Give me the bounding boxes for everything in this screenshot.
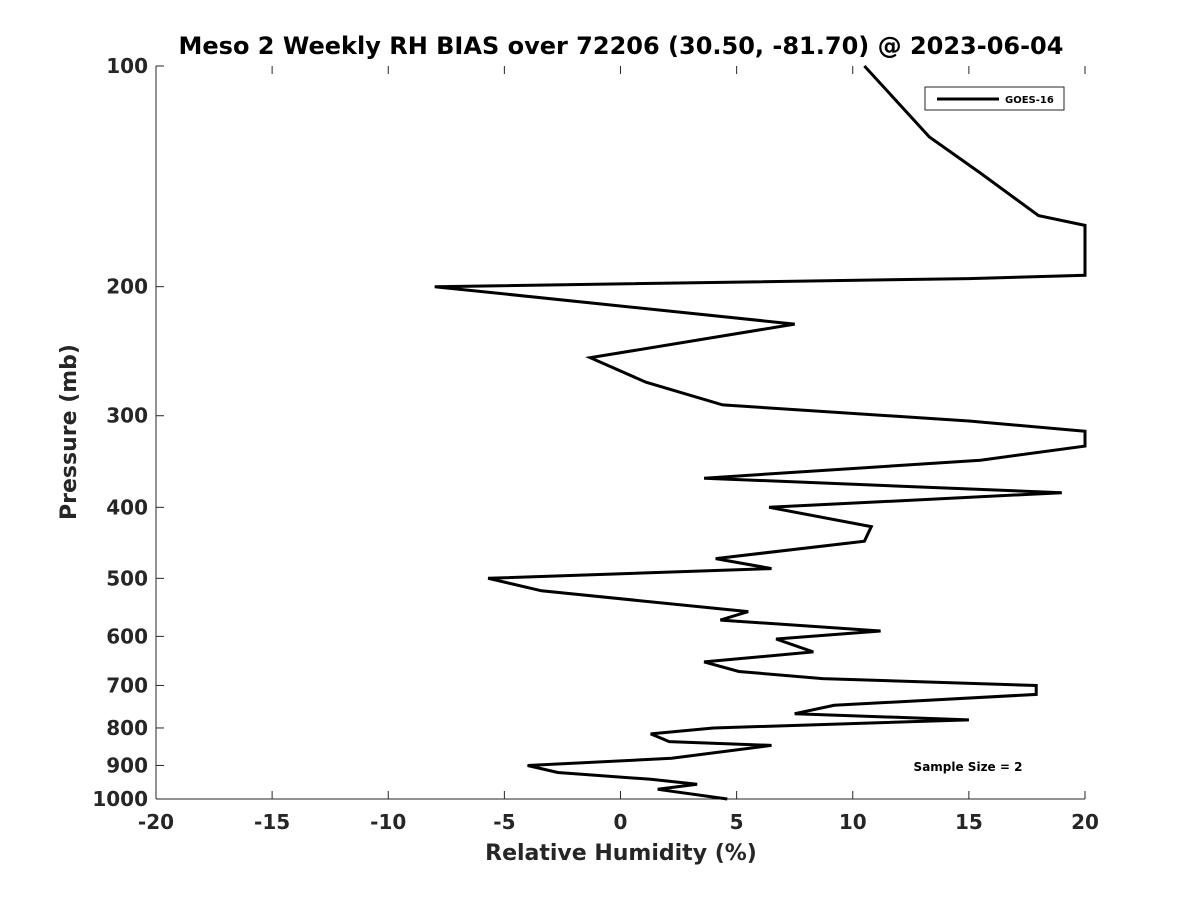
x-tick-label: -15 [254, 810, 290, 834]
x-tick-label: -20 [138, 810, 174, 834]
x-tick-label: -10 [370, 810, 406, 834]
x-tick-label: 5 [730, 810, 744, 834]
y-tick-label: 900 [106, 753, 148, 777]
x-tick-label: 20 [1071, 810, 1099, 834]
x-axis-ticks: -20 -15 -10 -5 0 5 10 15 20 [138, 66, 1099, 834]
legend: GOES-16 [924, 86, 1065, 111]
y-tick-label: 800 [106, 716, 148, 740]
x-tick-label: 15 [955, 810, 983, 834]
x-tick-label: 10 [839, 810, 867, 834]
series-line-goes-16 [434, 64, 1087, 801]
x-tick-label: -5 [493, 810, 515, 834]
chart-title: Meso 2 Weekly RH BIAS over 72206 (30.50,… [179, 32, 1064, 60]
y-axis-ticks: 100 200 300 400 500 600 700 800 900 1000 [92, 54, 164, 811]
y-tick-label: 300 [106, 404, 148, 428]
x-tick-label: 0 [614, 810, 628, 834]
y-tick-label: 600 [106, 624, 148, 648]
y-tick-label: 1000 [92, 787, 148, 811]
plot-area [156, 66, 1085, 799]
x-axis-label: Relative Humidity (%) [485, 841, 757, 866]
y-tick-label: 100 [106, 54, 148, 78]
y-tick-label: 400 [106, 495, 148, 519]
series-layer [434, 64, 1087, 801]
sample-size-annotation: Sample Size = 2 [914, 760, 1023, 774]
legend-label-goes-16: GOES-16 [1005, 95, 1054, 106]
y-axis-label: Pressure (mb) [57, 344, 82, 520]
y-tick-label: 200 [106, 275, 148, 299]
y-tick-label: 500 [106, 566, 148, 590]
y-tick-label: 700 [106, 673, 148, 697]
